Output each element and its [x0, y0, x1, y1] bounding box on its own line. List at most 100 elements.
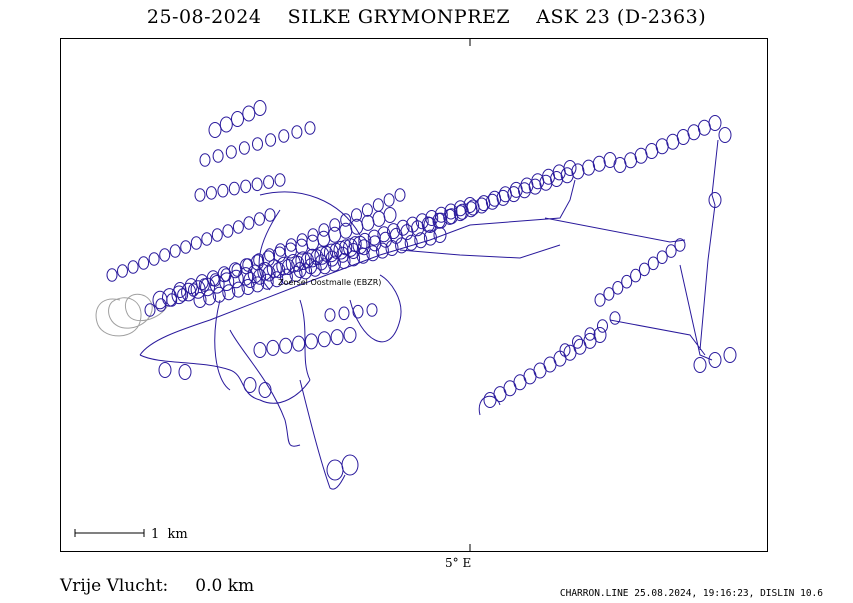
thermal-circle [708, 115, 722, 131]
thermal-circle [563, 160, 577, 176]
thermal-circle [208, 122, 222, 138]
thermal-circle [242, 105, 256, 122]
thermal-circle [477, 195, 491, 212]
thermal-circle [343, 327, 357, 343]
thermal-circle [383, 193, 395, 207]
thermal-circle [306, 234, 320, 251]
thermal-circle [253, 342, 267, 358]
thermal-circle [341, 454, 359, 476]
thermal-circle [304, 333, 318, 350]
thermal-circle [291, 125, 303, 139]
thermal-circle [708, 192, 722, 208]
thermal-circle [162, 288, 177, 307]
thermal-circle [169, 244, 181, 258]
thermal-circle [372, 198, 384, 212]
thermal-circle [593, 327, 607, 343]
thermal-circle [222, 224, 234, 238]
thermal-circle [117, 264, 128, 278]
thermal-circle [612, 281, 624, 295]
thermal-circle [630, 268, 642, 283]
thermal-circle [292, 335, 306, 352]
thermal-circle [274, 173, 286, 187]
thermal-circle [251, 177, 263, 192]
thermal-circle [211, 228, 223, 242]
thermal-circle [361, 203, 373, 217]
thermal-circle [260, 273, 274, 290]
thermal-circle [582, 159, 596, 176]
thermal-circle [228, 181, 240, 196]
thermal-circle [621, 274, 633, 289]
thermal-circle [278, 129, 290, 143]
thermal-circle [243, 377, 257, 393]
thermal-circle [238, 141, 250, 155]
thermal-circle [254, 212, 265, 226]
thermal-circle [304, 248, 320, 268]
flight-title: 25-08-2024 SILKE GRYMONPREZ ASK 23 (D-23… [146, 6, 707, 28]
thermal-circle [326, 459, 344, 481]
thermal-circle [317, 230, 331, 247]
thermal-circle [258, 382, 272, 398]
thermal-circle [304, 121, 316, 135]
thermal-circle [190, 236, 202, 250]
thermal-circle [138, 256, 150, 270]
flight-track-legs [139, 139, 719, 490]
thermal-circle [279, 268, 293, 285]
thermal-circle [433, 227, 447, 243]
thermal-circle [351, 208, 362, 222]
thermal-circle [127, 260, 139, 274]
thermal-circle [404, 234, 418, 251]
thermal-circle [324, 308, 336, 322]
thermal-circle [272, 262, 286, 279]
thermal-circle [379, 231, 392, 248]
thermal-circle [327, 255, 341, 272]
thermal-circle [396, 219, 410, 236]
thermal-circle [323, 243, 339, 263]
thermal-circle [361, 214, 375, 231]
thermal-circle [559, 343, 571, 357]
thermal-circle [106, 268, 118, 282]
thermal-circle [328, 226, 342, 243]
thermal-circle [263, 175, 275, 189]
thermal-circle [232, 220, 244, 234]
thermal-circle [228, 269, 244, 289]
thermal-circle [212, 286, 226, 303]
thermal-circle [539, 174, 553, 191]
thermal-circle [638, 262, 650, 277]
thermal-circle [231, 263, 243, 277]
thermal-circle [498, 186, 512, 203]
tow-track [95, 293, 169, 337]
thermal-circle [597, 319, 608, 333]
thermal-circle [217, 183, 229, 198]
thermal-circle [571, 163, 585, 180]
thermal-circle [520, 177, 534, 194]
thermal-circle [190, 280, 206, 299]
thermal-circle [358, 232, 372, 249]
thermal-circle [339, 222, 353, 239]
thermal-circle [352, 304, 364, 319]
thermal-circle [317, 331, 331, 348]
thermal-circle [222, 284, 236, 301]
thermal-circle [201, 232, 213, 246]
thermal-circle [340, 213, 352, 227]
thermal-circle [199, 153, 211, 167]
thermal-circle [264, 248, 276, 262]
thermal-circle [243, 216, 255, 230]
thermal-circle [181, 282, 197, 302]
thermal-circle [225, 145, 237, 159]
thermal-circle [542, 168, 555, 185]
thermal-circle [300, 252, 314, 269]
thermal-circle [219, 116, 233, 133]
thermal-circle [203, 289, 217, 306]
thermal-circle [180, 240, 192, 254]
thermal-circle [488, 190, 502, 207]
airfield-label: Zoersel Oostmalle (EBZR) [278, 278, 381, 287]
thermal-circle [329, 242, 343, 259]
thermal-circle [178, 364, 192, 380]
thermal-circle [348, 236, 362, 253]
thermal-circle [250, 254, 264, 271]
thermal-circle [194, 188, 206, 202]
thermal-circle [475, 197, 489, 214]
footer-credit: CHARRON.LINE 25.08.2024, 19:16:23, DISLI… [559, 588, 823, 599]
thermal-circle [423, 229, 437, 246]
thermal-circle [295, 251, 311, 271]
